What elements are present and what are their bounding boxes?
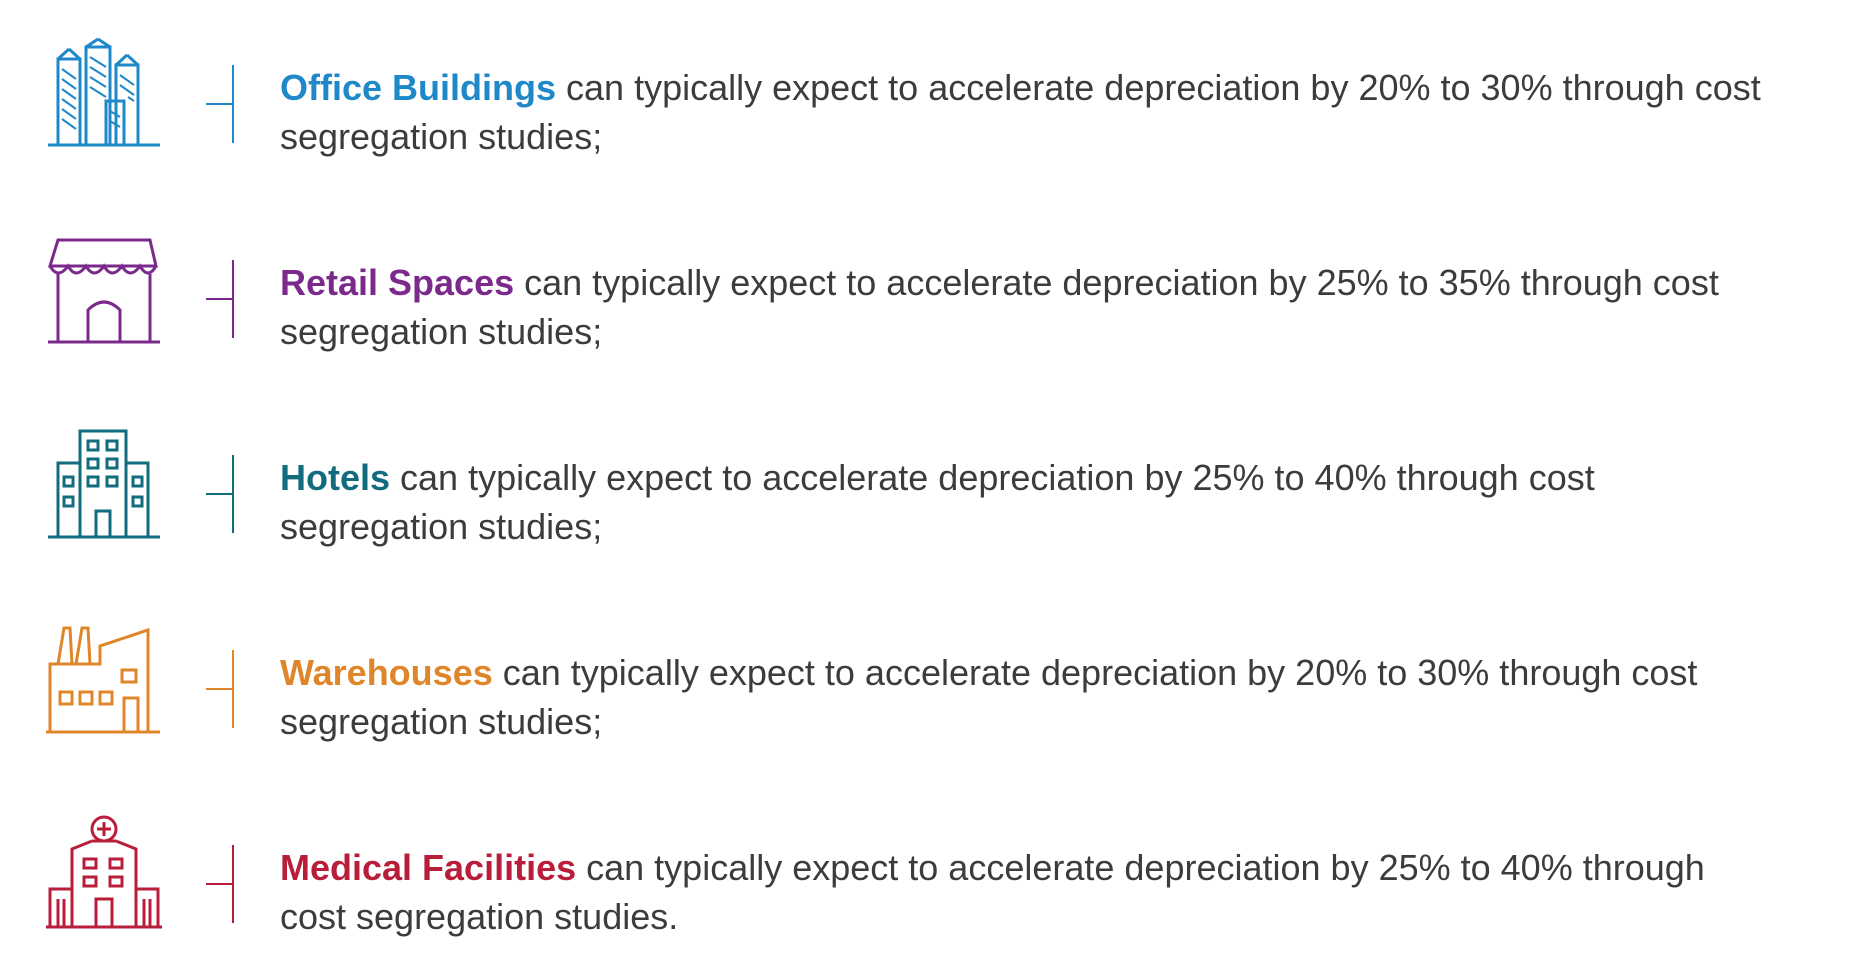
- retail-storefront-icon: [44, 230, 164, 350]
- list-item-text: Office Buildings can typically expect to…: [280, 63, 1780, 161]
- office-buildings-icon: [44, 35, 164, 155]
- list-item-title: Warehouses: [280, 652, 493, 693]
- list-item-text: Hotels can typically expect to accelerat…: [280, 453, 1780, 551]
- list-item-hotels: Hotels can typically expect to accelerat…: [0, 405, 1854, 555]
- list-item-description: can typically expect to accelerate depre…: [280, 262, 1719, 352]
- list-item-text: Retail Spaces can typically expect to ac…: [280, 258, 1780, 356]
- connector-divider: [206, 845, 234, 925]
- connector-divider: [206, 260, 234, 340]
- hospital-icon: [44, 815, 164, 935]
- list-item-description: can typically expect to accelerate depre…: [280, 652, 1698, 742]
- list-item-title: Office Buildings: [280, 67, 557, 108]
- warehouse-factory-icon: [44, 620, 164, 740]
- list-item-text: Warehouses can typically expect to accel…: [280, 648, 1780, 746]
- connector-divider: [206, 455, 234, 535]
- list-item-title: Medical Facilities: [280, 847, 577, 888]
- list-item-medical-facilities: Medical Facilities can typically expect …: [0, 795, 1854, 945]
- list-item-title: Hotels: [280, 457, 391, 498]
- connector-divider: [206, 65, 234, 145]
- hotel-building-icon: [44, 425, 164, 545]
- list-item-title: Retail Spaces: [280, 262, 515, 303]
- list-item-description: can typically expect to accelerate depre…: [280, 67, 1761, 157]
- connector-divider: [206, 650, 234, 730]
- list-item-warehouses: Warehouses can typically expect to accel…: [0, 600, 1854, 750]
- list-item-description: can typically expect to accelerate depre…: [280, 847, 1705, 937]
- list-item-retail-spaces: Retail Spaces can typically expect to ac…: [0, 210, 1854, 360]
- list-item-text: Medical Facilities can typically expect …: [280, 843, 1780, 941]
- list-item-office-buildings: Office Buildings can typically expect to…: [0, 15, 1854, 165]
- list-item-description: can typically expect to accelerate depre…: [280, 457, 1595, 547]
